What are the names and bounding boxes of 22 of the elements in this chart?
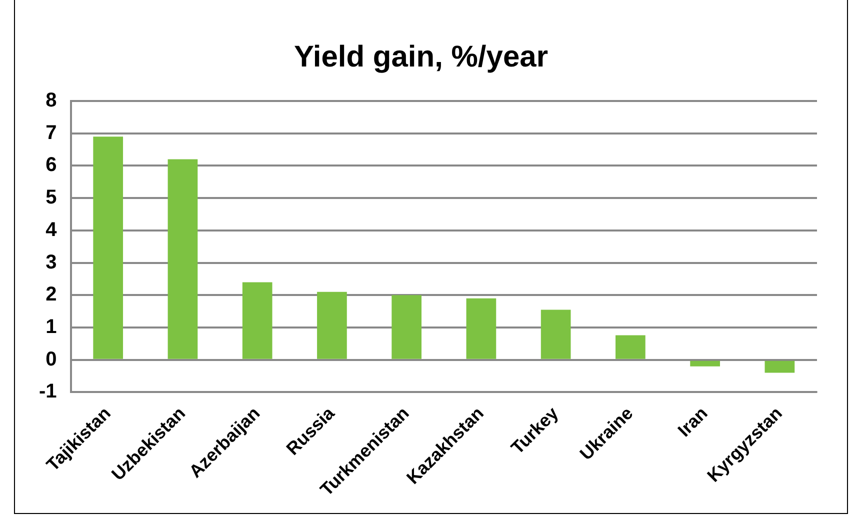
bar [616, 335, 646, 359]
chart-title: Yield gain, %/year [294, 40, 548, 74]
bar [392, 295, 422, 359]
y-tick-label: 6 [46, 154, 57, 176]
bar [242, 282, 272, 359]
bar [93, 136, 124, 359]
y-tick-label: -1 [38, 380, 57, 403]
bar [764, 360, 795, 373]
y-tick-label: 0 [46, 348, 57, 370]
y-tick-label: 1 [46, 316, 57, 338]
y-tick-label: 2 [46, 284, 57, 306]
bar [168, 159, 198, 359]
bar [690, 360, 720, 366]
y-tick-label: 7 [46, 122, 57, 144]
bar [466, 298, 496, 359]
x-tick-label: Iran [674, 403, 712, 441]
y-tick-label: 8 [46, 90, 57, 112]
bar [317, 292, 347, 359]
y-tick-label: 5 [46, 186, 57, 209]
y-tick-label: 3 [46, 251, 57, 274]
bar [540, 310, 571, 359]
y-tick-label: 4 [46, 218, 58, 241]
